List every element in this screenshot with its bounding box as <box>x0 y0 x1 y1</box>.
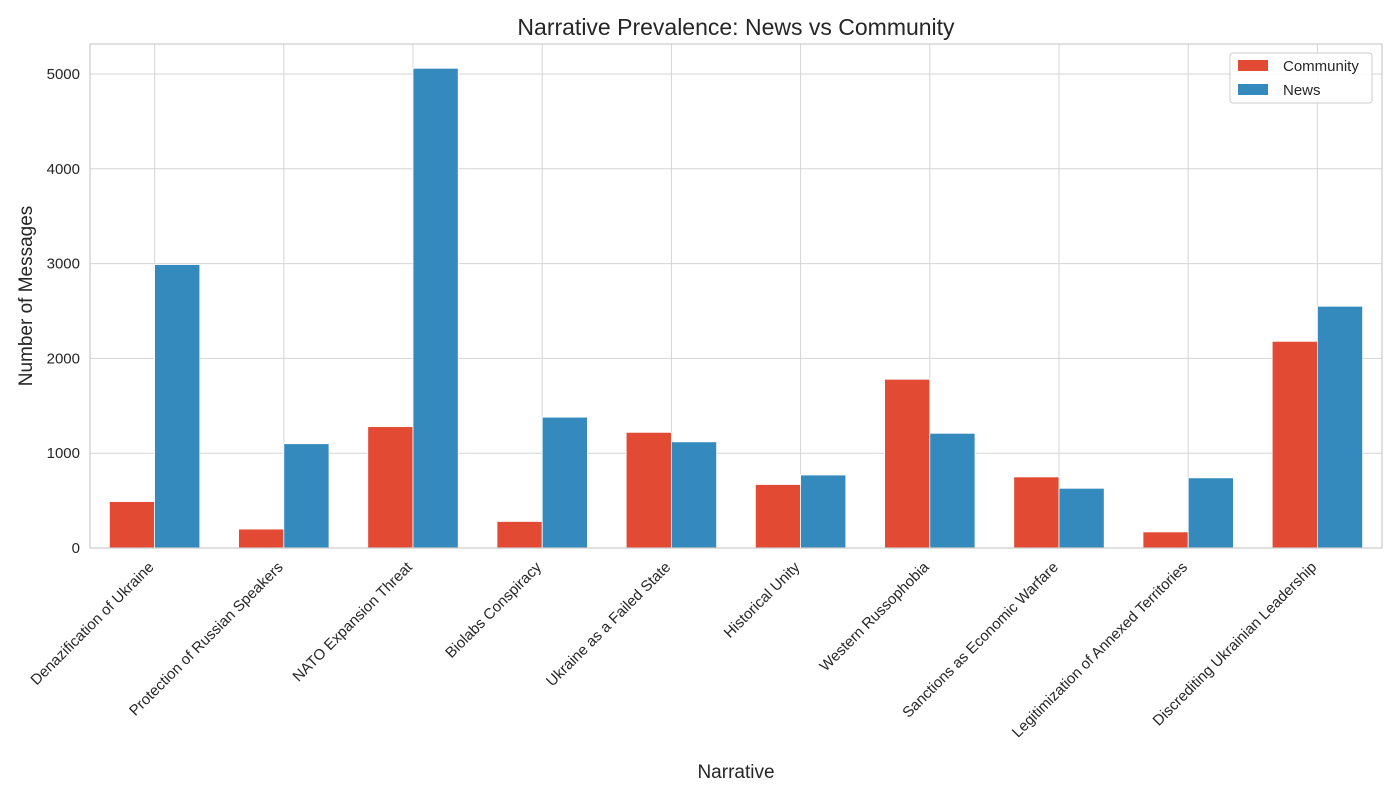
bar-community-2 <box>238 528 285 549</box>
legend-swatch-community <box>1238 60 1268 71</box>
x-axis-label: Narrative <box>697 762 774 783</box>
bar-news-6 <box>800 474 847 549</box>
legend-label-community: Community <box>1283 58 1359 75</box>
chart-title: Narrative Prevalence: News vs Community <box>517 14 955 40</box>
bar-community-1 <box>108 501 155 549</box>
y-axis-label: Number of Messages <box>16 206 37 387</box>
bar-news-8 <box>1058 487 1105 549</box>
y-tick-label: 1000 <box>47 445 80 462</box>
bar-news-4 <box>541 416 588 549</box>
bar-news-5 <box>671 441 718 549</box>
y-tick-label: 3000 <box>47 256 80 273</box>
bar-news-3 <box>412 67 459 549</box>
legend: Community News <box>1229 52 1373 104</box>
bar-community-6 <box>754 484 802 549</box>
bar-community-7 <box>884 378 931 549</box>
bar-news-1 <box>154 264 201 549</box>
y-tick-label: 2000 <box>47 350 80 367</box>
bar-community-9 <box>1142 531 1189 549</box>
y-tick-label: 5000 <box>47 66 80 83</box>
plot-frame <box>89 43 1383 549</box>
bar-news-7 <box>929 432 976 549</box>
bar-news-10 <box>1317 305 1364 549</box>
legend-swatch-news <box>1238 84 1268 95</box>
bars <box>108 67 1364 549</box>
y-tick-label: 0 <box>72 540 80 557</box>
y-axis-ticks: 0 1000 2000 3000 4000 5000 <box>47 66 80 557</box>
bar-community-5 <box>625 431 672 549</box>
bar-news-2 <box>283 443 330 549</box>
bar-community-10 <box>1271 340 1318 549</box>
bar-community-8 <box>1013 476 1060 549</box>
bar-community-3 <box>367 426 414 549</box>
bar-news-9 <box>1187 477 1234 549</box>
y-tick-label: 4000 <box>47 161 80 178</box>
legend-label-news: News <box>1283 82 1321 99</box>
bar-community-4 <box>496 521 543 549</box>
